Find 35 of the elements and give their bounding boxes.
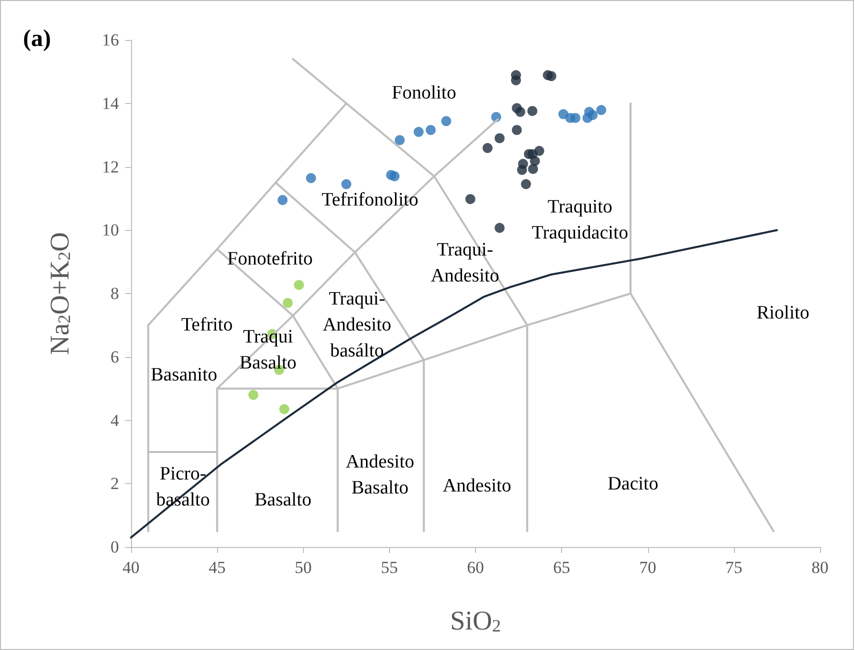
x-tick-label: 80 xyxy=(812,558,828,577)
annotation: Basalto xyxy=(254,490,312,510)
x-tick-label: 55 xyxy=(380,558,398,577)
y-tick-label: 12 xyxy=(102,157,119,176)
annotation: Basanito xyxy=(150,364,218,386)
annotation: Andesito Basalto xyxy=(346,452,414,498)
x-tick-label: 45 xyxy=(208,558,226,577)
annotation: Traquito Traquidacito xyxy=(532,196,628,244)
annotation: Traqui- Andesito basálto xyxy=(322,288,392,362)
x-tick-label: 60 xyxy=(467,558,484,577)
y-tick-label: 16 xyxy=(102,30,119,50)
annotation: Traqui Basalto xyxy=(240,326,296,374)
annotation: Dacito xyxy=(608,474,658,494)
annotation: Riolito xyxy=(756,302,810,324)
annotation: Andesito xyxy=(442,476,512,496)
y-tick-label: 0 xyxy=(110,538,119,556)
y-axis-title: Na2O+K2O xyxy=(44,232,74,355)
y-tick-label: 2 xyxy=(110,474,119,494)
x-tick-label: 70 xyxy=(639,558,656,577)
chart-title: (a) xyxy=(23,26,51,52)
x-tick-label: 65 xyxy=(553,558,570,577)
annotation: Tefrito xyxy=(181,314,233,336)
annotation: Tefrifonolito xyxy=(322,190,418,210)
y-tick-label: 14 xyxy=(102,94,120,113)
y-tick-label: 6 xyxy=(110,347,119,366)
y-tick-label: 10 xyxy=(102,220,119,240)
annotation: Fonotefrito xyxy=(227,248,313,270)
x-tick-label: 75 xyxy=(725,558,742,577)
y-tick-label: 4 xyxy=(110,410,120,430)
x-tick-label: 50 xyxy=(294,558,312,577)
x-tick-label: 40 xyxy=(122,558,140,577)
annotation: Fonolito xyxy=(392,82,456,104)
y-tick-label: 8 xyxy=(110,284,119,303)
x-axis-title: SiO2 xyxy=(450,606,501,636)
annotation: Traqui- Andesito xyxy=(430,240,500,286)
